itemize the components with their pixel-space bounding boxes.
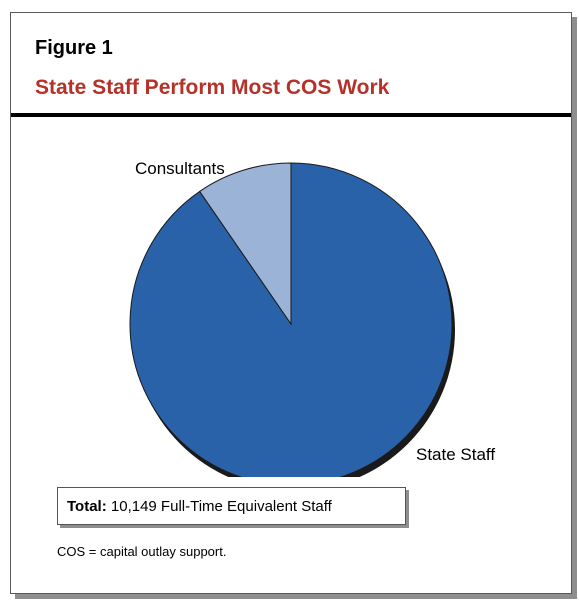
pie-slice-consultants [198,162,292,326]
pie-chart: Consultants State Staff [129,159,495,477]
slice-label-state-staff: State Staff [416,445,495,464]
footnote: COS = capital outlay support. [57,544,227,559]
total-box: Total: 10,149 Full-Time Equivalent Staff [57,487,406,525]
figure-title: State Staff Perform Most COS Work [35,76,390,99]
pie-slices [129,162,453,477]
total-label: Total: [67,498,111,515]
figure-frame: Figure 1 State Staff Perform Most COS Wo… [10,12,572,594]
slice-label-consultants: Consultants [135,159,225,178]
total-value: 10,149 Full-Time Equivalent Staff [110,498,332,515]
figure-number: Figure 1 [35,37,113,59]
figure-header: Figure 1 State Staff Perform Most COS Wo… [11,13,571,113]
header-rule [11,113,571,117]
